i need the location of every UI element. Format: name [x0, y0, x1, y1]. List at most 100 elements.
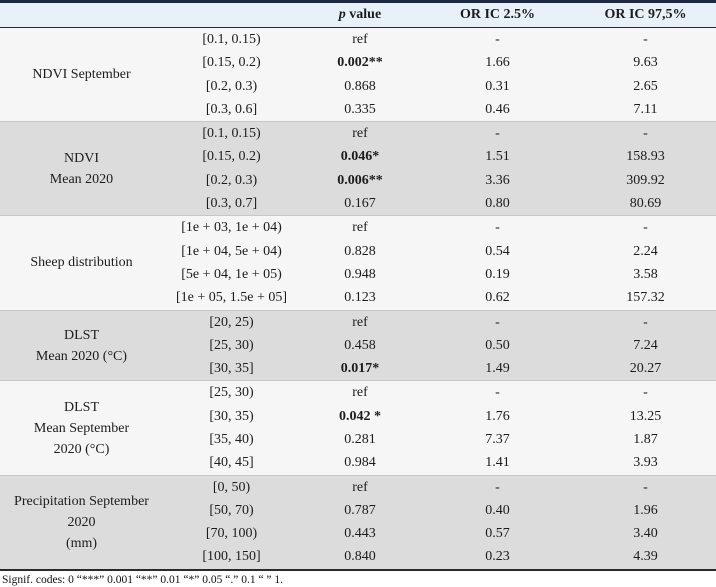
group-label: DLST Mean September 2020 (°C) — [0, 380, 163, 476]
or-ic-97-5-cell: 158.93 — [575, 145, 716, 169]
table-row: Sheep distribution [1e + 03, 1e + 04) ref -… — [0, 215, 716, 311]
or-ic-2-5-cell: - — [420, 121, 575, 146]
table-row: DLST Mean September 2020 (°C) [25, 30) ref - - — [0, 380, 716, 476]
table-row: [0.15, 0.2) 0.002** 1.66 9.63 — [0, 51, 716, 75]
or-ic-2-5-cell: 0.46 — [420, 97, 575, 122]
interval-cell: [0, 50) — [163, 474, 300, 499]
or-ic-2-5-cell: 1.76 — [420, 404, 575, 429]
p-value-cell: 0.335 — [300, 97, 420, 122]
p-value-cell: ref — [300, 380, 420, 405]
p-value-cell: 0.840 — [300, 545, 420, 569]
or-ic-2-5-cell: 0.80 — [420, 192, 575, 216]
group-label-line: Mean 2020 — [49, 171, 114, 187]
group-label-line: Precipitation September — [14, 493, 149, 509]
group-label-line: Sheep distribution — [30, 255, 133, 271]
table-row: [100, 150] 0.840 0.23 4.39 — [0, 545, 716, 569]
table-body: NDVI September [0.1, 0.15) ref - - [0.15, 0.2… — [0, 27, 716, 569]
interval-cell: [5e + 04, 1e + 05) — [163, 262, 300, 287]
or-ic-97-5-cell: 2.65 — [575, 74, 716, 98]
header-variable-cell — [0, 3, 163, 28]
group-label-line: 2020 (°C) — [53, 441, 110, 457]
results-table-frame: p value OR IC 2.5% OR IC 97,5% NDVI Sept… — [0, 0, 716, 571]
p-value-cell: 0.006** — [300, 168, 420, 193]
p-value-cell: 0.123 — [300, 286, 420, 311]
group-label: Sheep distribution — [0, 215, 163, 311]
table-row: [1e + 05, 1.5e + 05] 0.123 0.62 157.32 — [0, 286, 716, 311]
interval-cell: [25, 30) — [163, 380, 300, 405]
interval-cell: [50, 70) — [163, 498, 300, 523]
header-row: p value OR IC 2.5% OR IC 97,5% — [0, 3, 716, 28]
header-or-ic-2-5: OR IC 2.5% — [420, 3, 575, 28]
interval-cell: [0.3, 0.6] — [163, 97, 300, 122]
table-row: [1e + 04, 5e + 04) 0.828 0.54 2.24 — [0, 239, 716, 263]
table-row: [25, 30) 0.458 0.50 7.24 — [0, 333, 716, 358]
interval-cell: [0.1, 0.15) — [163, 27, 300, 52]
p-value-cell: 0.948 — [300, 262, 420, 287]
or-ic-2-5-cell: - — [420, 309, 575, 334]
interval-cell: [0.2, 0.3) — [163, 168, 300, 193]
or-ic-2-5-cell: 0.19 — [420, 262, 575, 287]
or-ic-97-5-cell: 20.27 — [575, 357, 716, 381]
or-ic-97-5-cell: - — [575, 309, 716, 334]
interval-cell: [0.2, 0.3) — [163, 74, 300, 98]
or-ic-2-5-cell: 0.54 — [420, 239, 575, 263]
or-ic-97-5-cell: - — [575, 215, 716, 240]
or-ic-97-5-cell: 157.32 — [575, 286, 716, 311]
group-label-line: NDVI September — [32, 67, 131, 83]
group-label-line: NDVI — [64, 150, 99, 166]
or-ic-2-5-cell: 1.49 — [420, 357, 575, 381]
table-row: [70, 100) 0.443 0.57 3.40 — [0, 522, 716, 546]
or-ic-97-5-cell: 3.58 — [575, 262, 716, 287]
interval-cell: [35, 40) — [163, 428, 300, 452]
or-ic-97-5-cell: - — [575, 380, 716, 405]
or-ic-97-5-cell: 13.25 — [575, 404, 716, 429]
table-row: [5e + 04, 1e + 05) 0.948 0.19 3.58 — [0, 262, 716, 287]
p-value-cell: ref — [300, 309, 420, 334]
interval-cell: [1e + 03, 1e + 04) — [163, 215, 300, 240]
p-value-cell: 0.458 — [300, 333, 420, 358]
table-header: p value OR IC 2.5% OR IC 97,5% — [0, 3, 716, 28]
table-row: [35, 40) 0.281 7.37 1.87 — [0, 428, 716, 452]
or-ic-97-5-cell: 80.69 — [575, 192, 716, 216]
signif-codes-note: Signif. codes: 0 “***” 0.001 “**” 0.01 “… — [2, 573, 284, 586]
header-interval-cell — [163, 3, 300, 28]
or-ic-97-5-cell: 309.92 — [575, 168, 716, 193]
or-ic-97-5-cell: 3.40 — [575, 522, 716, 546]
header-p-value: p value — [300, 3, 420, 28]
p-value-cell: 0.002** — [300, 51, 420, 75]
table-row: Precipitation September 2020 (mm) [0, 50) re… — [0, 474, 716, 569]
or-ic-2-5-cell: 0.50 — [420, 333, 575, 358]
interval-cell: [20, 25) — [163, 309, 300, 334]
p-value-cell: ref — [300, 27, 420, 52]
group-label-line: (mm) — [65, 535, 98, 551]
or-ic-2-5-cell: 7.37 — [420, 428, 575, 452]
or-ic-2-5-cell: - — [420, 474, 575, 499]
interval-cell: [25, 30) — [163, 333, 300, 358]
table-row: [0.3, 0.6] 0.335 0.46 7.11 — [0, 97, 716, 122]
p-value-cell: 0.167 — [300, 192, 420, 216]
p-value-cell: 0.046* — [300, 145, 420, 169]
interval-cell: [40, 45] — [163, 451, 300, 476]
or-ic-2-5-cell: 1.66 — [420, 51, 575, 75]
or-ic-97-5-cell: - — [575, 121, 716, 146]
interval-cell: [70, 100) — [163, 522, 300, 546]
interval-cell: [30, 35) — [163, 404, 300, 429]
table-row: [30, 35] 0.017* 1.49 20.27 — [0, 357, 716, 381]
interval-cell: [0.1, 0.15) — [163, 121, 300, 146]
results-table: p value OR IC 2.5% OR IC 97,5% NDVI Sept… — [0, 3, 716, 569]
p-value-cell: 0.868 — [300, 74, 420, 98]
table-row: NDVI September [0.1, 0.15) ref - - — [0, 27, 716, 122]
or-ic-97-5-cell: 7.24 — [575, 333, 716, 358]
group-label: DLST Mean 2020 (°C) — [0, 309, 163, 381]
interval-cell: [1e + 04, 5e + 04) — [163, 239, 300, 263]
or-ic-2-5-cell: 0.31 — [420, 74, 575, 98]
or-ic-2-5-cell: 0.40 — [420, 498, 575, 523]
p-value-cell: ref — [300, 474, 420, 499]
p-value-cell: 0.828 — [300, 239, 420, 263]
or-ic-97-5-cell: - — [575, 27, 716, 52]
p-value-cell: 0.017* — [300, 357, 420, 381]
p-value-cell: 0.984 — [300, 451, 420, 476]
table-row: [0.2, 0.3) 0.868 0.31 2.65 — [0, 74, 716, 98]
p-value-cell: 0.443 — [300, 522, 420, 546]
group-label-line: DLST — [64, 327, 99, 343]
